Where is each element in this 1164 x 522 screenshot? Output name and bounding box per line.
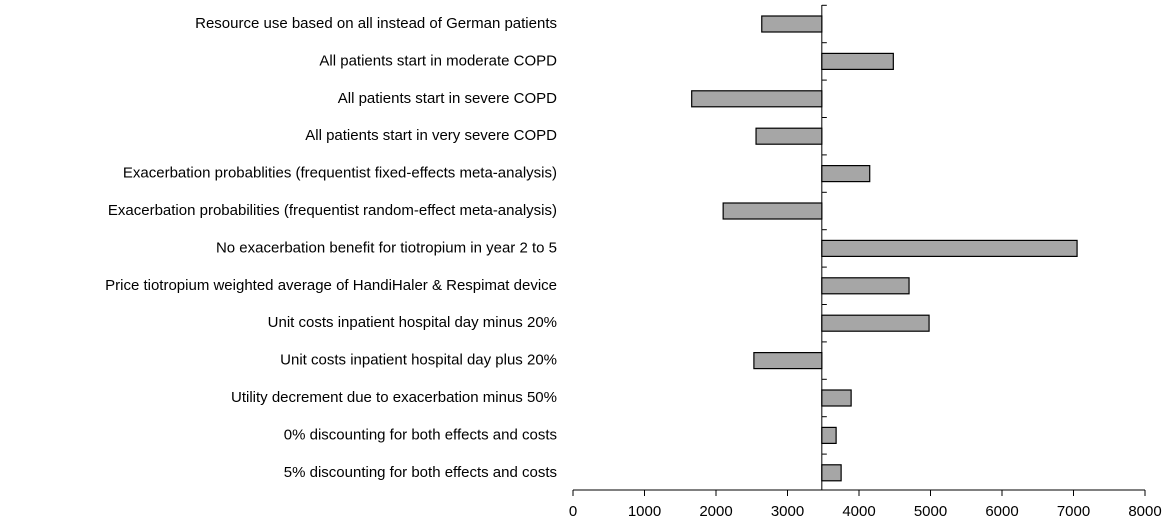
category-label: 0% discounting for both effects and cost… xyxy=(284,426,557,443)
bar xyxy=(821,464,842,482)
x-tick-label: 7000 xyxy=(1057,503,1090,520)
bar xyxy=(821,277,910,295)
x-tick-label: 6000 xyxy=(985,503,1018,520)
category-label: Unit costs inpatient hospital day plus 2… xyxy=(280,352,557,369)
bar xyxy=(821,426,837,444)
x-tick-label: 3000 xyxy=(771,503,804,520)
category-label: No exacerbation benefit for tiotropium i… xyxy=(216,239,557,256)
category-label: Utility decrement due to exacerbation mi… xyxy=(231,389,557,406)
bar xyxy=(821,165,871,183)
x-tick-label: 1000 xyxy=(628,503,661,520)
category-label: Price tiotropium weighted average of Han… xyxy=(105,277,557,294)
bar xyxy=(821,52,894,71)
bar xyxy=(722,202,823,220)
x-tick-label: 2000 xyxy=(699,503,732,520)
bar xyxy=(761,15,823,33)
category-label: All patients start in very severe COPD xyxy=(305,127,557,144)
x-tick-label: 5000 xyxy=(914,503,947,520)
category-label: Resource use based on all instead of Ger… xyxy=(195,15,557,32)
category-label: All patients start in severe COPD xyxy=(338,90,557,107)
category-label: 5% discounting for both effects and cost… xyxy=(284,464,557,481)
category-label: Exacerbation probablities (frequentist f… xyxy=(123,165,557,182)
bar xyxy=(755,127,823,145)
x-tick-label: 8000 xyxy=(1128,503,1161,520)
category-label: Unit costs inpatient hospital day minus … xyxy=(268,314,557,331)
bar xyxy=(691,90,823,108)
category-label: Exacerbation probabilities (frequentist … xyxy=(108,202,557,219)
x-tick-label: 4000 xyxy=(842,503,875,520)
bar xyxy=(821,314,930,332)
bar xyxy=(821,239,1078,257)
bar xyxy=(821,389,852,407)
category-label: All patients start in moderate COPD xyxy=(319,52,557,69)
bar xyxy=(753,352,823,370)
x-tick-label: 0 xyxy=(569,503,577,520)
